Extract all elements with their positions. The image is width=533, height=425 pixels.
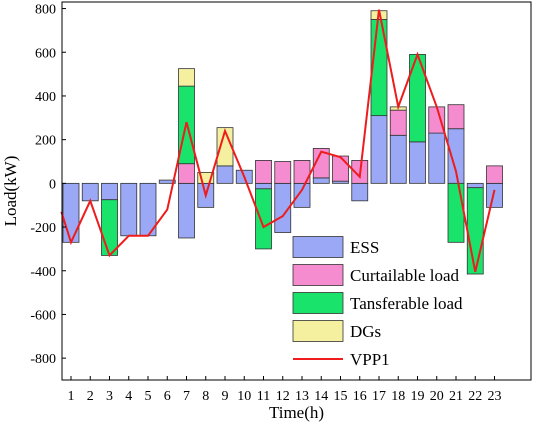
bar-ess-19 xyxy=(409,141,426,184)
bar-ess-18 xyxy=(389,134,407,184)
x-tick-label: 15 xyxy=(334,389,348,404)
legend-label: VPP1 xyxy=(350,350,390,369)
bar-curtailable-load-20 xyxy=(428,106,446,134)
bar-ess-7 xyxy=(178,182,195,239)
x-tick-label: 2 xyxy=(87,389,94,404)
x-tick-label: 13 xyxy=(295,389,309,404)
x-axis-title: Time(h) xyxy=(269,403,324,422)
y-tick-label: 200 xyxy=(35,134,56,149)
bar-tansferable-load-22 xyxy=(466,187,484,275)
x-tick-label: 19 xyxy=(411,389,425,404)
legend-label: ESS xyxy=(350,238,379,257)
x-tick-label: 22 xyxy=(468,389,482,404)
x-tick-label: 11 xyxy=(257,389,270,404)
legend-swatch-curtailable-load xyxy=(292,264,344,286)
bars xyxy=(62,10,503,275)
bar-ess-16 xyxy=(351,182,369,202)
y-tick-label: -800 xyxy=(30,352,56,367)
y-tick-label: 600 xyxy=(35,46,56,61)
bar-ess-3 xyxy=(101,182,118,201)
vpp-line-layer xyxy=(60,9,496,273)
bar-ess-9 xyxy=(216,165,234,184)
bar-tansferable-load-21 xyxy=(447,182,465,243)
x-tick-label: 6 xyxy=(164,389,171,404)
legend-swatch-tansferable-load xyxy=(292,292,344,314)
bar-curtailable-load-15 xyxy=(332,155,349,182)
x-tick-label: 10 xyxy=(237,389,251,404)
legend-swatch-ess xyxy=(292,236,344,258)
bar-curtailable-load-11 xyxy=(255,160,272,184)
x-tick-label: 8 xyxy=(202,389,209,404)
x-tick-label: 14 xyxy=(314,389,328,404)
x-tick-label: 21 xyxy=(449,389,463,404)
bar-dgs-8 xyxy=(197,172,215,184)
x-tick-label: 16 xyxy=(353,389,367,404)
y-tick-label: 800 xyxy=(35,3,56,18)
x-tick-label: 7 xyxy=(183,389,190,404)
bar-tansferable-load-11 xyxy=(255,188,272,250)
bar-ess-22 xyxy=(466,182,484,189)
bar-ess-17 xyxy=(370,115,388,184)
y-tick-label: 400 xyxy=(35,90,56,105)
bar-ess-2 xyxy=(81,182,99,202)
bar-curtailable-load-18 xyxy=(389,109,407,136)
y-axis-title: Load(kW) xyxy=(1,156,20,227)
x-tick-label: 4 xyxy=(125,389,132,404)
x-tick-label: 3 xyxy=(106,389,113,404)
y-tick-label: -600 xyxy=(30,308,56,323)
bar-curtailable-load-7 xyxy=(178,163,195,184)
bar-ess-6 xyxy=(158,179,176,184)
legend-label: Tansferable load xyxy=(350,294,463,313)
bar-ess-11 xyxy=(255,182,272,190)
x-tick-label: 12 xyxy=(276,389,290,404)
bar-dgs-9 xyxy=(216,127,234,167)
bar-ess-20 xyxy=(428,132,446,184)
bar-ess-4 xyxy=(120,182,138,237)
y-tick-label: -200 xyxy=(30,221,56,236)
y-tick-label: -400 xyxy=(30,265,56,280)
bar-dgs-7 xyxy=(178,68,195,87)
x-tick-label: 23 xyxy=(488,389,502,404)
legend-swatch-dgs xyxy=(292,320,344,342)
bar-curtailable-load-21 xyxy=(447,104,465,130)
x-tick-label: 20 xyxy=(430,389,444,404)
x-axis: 1 2 3 4 5 6 7 8 9 10 11 12 13 14 15 16 17 18 19 20 21 22 23 xyxy=(68,376,502,404)
bar-ess-14 xyxy=(312,177,330,184)
x-tick-label: 9 xyxy=(222,389,229,404)
bar-ess-1 xyxy=(62,182,80,243)
bar-ess-13 xyxy=(293,182,311,208)
legend: ESS Curtailable load Tansferable load DGs VP… xyxy=(292,236,463,369)
bar-curtailable-load-12 xyxy=(274,161,292,184)
bar-curtailable-load-14 xyxy=(312,147,330,179)
vpp1-line xyxy=(60,9,496,273)
y-tick-label: 0 xyxy=(49,177,56,192)
legend-label: DGs xyxy=(350,322,381,341)
plot-area-frame xyxy=(61,1,532,381)
y-axis: -800 -600 -400 -200 0 200 400 600 800 xyxy=(30,3,66,367)
x-tick-label: 5 xyxy=(145,389,152,404)
legend-label: Curtailable load xyxy=(350,266,460,285)
bar-tansferable-load-3 xyxy=(101,199,118,256)
x-tick-label: 18 xyxy=(391,389,405,404)
x-tick-label: 17 xyxy=(372,389,386,404)
x-tick-label: 1 xyxy=(68,389,75,404)
bar-ess-23 xyxy=(486,182,503,208)
bar-curtailable-load-23 xyxy=(486,165,503,184)
